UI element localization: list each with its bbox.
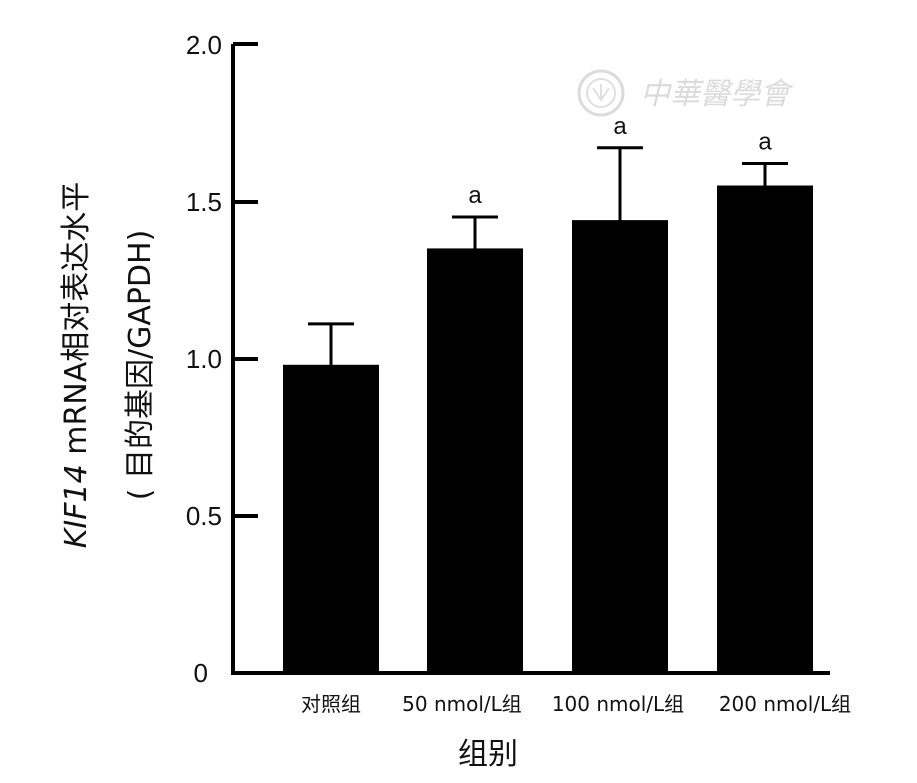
y-axis-label-gene: KIF14 (59, 464, 94, 548)
y-tick-label: 1.5 (186, 187, 222, 217)
y-tick-label: 1.0 (186, 344, 222, 374)
x-tick-label: 50 nmol/L组 (402, 692, 522, 716)
bar-50nmol (427, 248, 523, 674)
x-axis-label: 组别 (458, 737, 518, 772)
error-bar (597, 146, 643, 223)
x-tick-label: 100 nmol/L组 (552, 692, 684, 716)
x-tick-label: 200 nmol/L组 (719, 692, 851, 716)
error-bar (742, 162, 788, 188)
watermark-logo: 中華醫學會 (577, 69, 794, 117)
y-tick-label: 0 (194, 658, 208, 688)
y-axis-label-text: mRNA相对表达水平 (59, 182, 94, 465)
error-bar (308, 322, 354, 367)
y-axis-label-line2: ( 目的基因/GAPDH) (123, 230, 158, 501)
bar-control (283, 364, 379, 673)
watermark-text: 中華醫學會 (640, 77, 794, 112)
bar-100nmol (572, 220, 668, 673)
significance-mark: a (468, 182, 482, 209)
y-tick-label: 0.5 (186, 501, 222, 531)
bar-200nmol (717, 185, 813, 673)
y-axis-label: KIF14 mRNA相对表达水平 (59, 182, 94, 549)
error-bar (452, 215, 498, 251)
significance-mark: a (758, 129, 772, 156)
x-tick-label: 对照组 (301, 692, 361, 716)
significance-mark: a (613, 113, 627, 140)
y-tick-label: 2.0 (186, 30, 222, 60)
